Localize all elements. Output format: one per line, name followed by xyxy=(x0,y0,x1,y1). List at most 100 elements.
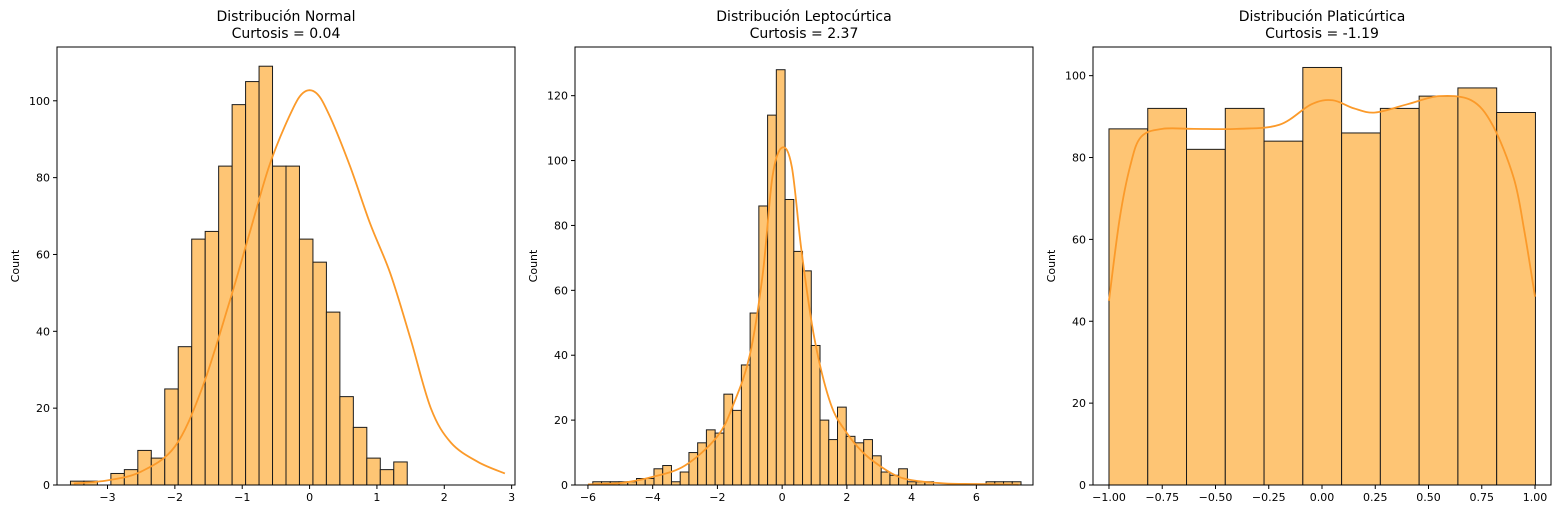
histogram-bar xyxy=(819,419,830,486)
y-tick-label: 40 xyxy=(554,349,568,362)
histogram-bar xyxy=(245,81,260,486)
y-tick-label: 120 xyxy=(547,90,568,103)
histogram-bar xyxy=(810,344,821,486)
histogram-bar xyxy=(749,312,760,486)
histogram-bar xyxy=(298,238,314,486)
x-tick-label: 1.00 xyxy=(1523,491,1548,504)
histogram-bar xyxy=(1496,112,1536,486)
histogram-bar xyxy=(775,69,786,486)
x-tick-label: −2 xyxy=(709,491,725,504)
y-tick-label: 100 xyxy=(547,155,568,168)
histogram-bar xyxy=(802,270,812,486)
histogram-bar xyxy=(679,471,690,486)
x-tick-label: −3 xyxy=(99,491,115,504)
x-tick-label: −6 xyxy=(580,491,596,504)
histogram-bar xyxy=(845,435,856,486)
histogram-bar xyxy=(366,457,381,486)
y-tick-label: 0 xyxy=(43,479,50,492)
histogram-bar xyxy=(1341,132,1381,486)
x-tick-label: −0.25 xyxy=(1252,491,1286,504)
histogram-bar xyxy=(352,426,368,486)
x-tick-label: −0.75 xyxy=(1145,491,1179,504)
histogram-bar xyxy=(1379,107,1420,486)
histogram-bar xyxy=(828,439,839,486)
kde-curve xyxy=(587,146,1019,486)
histogram-bar xyxy=(218,165,233,486)
histogram-bar xyxy=(1147,107,1188,486)
histogram-bar xyxy=(1302,66,1343,486)
chart-panel-1: −3 −2 −1 0 1 2 3 0 20 40 60 80 100 Count Distribución … xyxy=(9,9,516,504)
chart-title: Distribución Platicúrtica xyxy=(1239,9,1406,25)
histogram-bar xyxy=(1263,140,1304,486)
plot-frame xyxy=(574,46,1034,486)
chart-title: Distribución Normal xyxy=(217,9,356,25)
x-tick-label: 0 xyxy=(779,491,786,504)
x-tick-label: 0 xyxy=(306,491,313,504)
y-tick-label: 100 xyxy=(1065,70,1086,83)
histogram-bar xyxy=(644,478,655,486)
y-tick-label: 80 xyxy=(1072,152,1086,165)
y-tick-label: 60 xyxy=(1072,233,1086,246)
chart-subtitle: Curtosis = 2.37 xyxy=(750,26,859,42)
histogram-bar xyxy=(714,432,725,486)
histogram-bar xyxy=(784,198,795,486)
x-tick-label: 0.00 xyxy=(1310,491,1335,504)
histogram-bar xyxy=(393,461,408,486)
y-tick-label: 40 xyxy=(1072,315,1086,328)
histogram-bar xyxy=(1457,87,1498,486)
x-tick-label: −4 xyxy=(645,491,661,504)
x-tick-label: 0.25 xyxy=(1363,491,1388,504)
histogram-bar xyxy=(871,455,882,486)
y-tick-label: 20 xyxy=(36,402,50,415)
histogram-bar xyxy=(1186,148,1226,486)
y-tick-label: 60 xyxy=(554,284,568,297)
histogram-bar xyxy=(767,114,777,486)
y-tick-label: 0 xyxy=(1079,479,1086,492)
histogram-bar xyxy=(837,406,847,486)
histogram-bar xyxy=(258,65,274,486)
histogram-bar xyxy=(191,238,206,486)
plot-frame xyxy=(56,46,516,486)
histogram-bar xyxy=(379,469,395,486)
histogram-bar xyxy=(339,396,354,486)
chart-subtitle: Curtosis = 0.04 xyxy=(232,26,341,42)
histogram-bar xyxy=(231,104,247,486)
x-tick-label: −1.00 xyxy=(1092,491,1126,504)
y-tick-label: 80 xyxy=(36,172,50,185)
y-tick-label: 100 xyxy=(29,95,50,108)
chart-title: Distribución Leptocúrtica xyxy=(716,9,891,25)
histogram-bar xyxy=(325,311,341,486)
kde-curve xyxy=(1108,94,1536,301)
y-tick-label: 20 xyxy=(554,414,568,427)
y-tick-label: 60 xyxy=(36,248,50,261)
y-tick-label: 40 xyxy=(36,325,50,338)
x-tick-label: −1 xyxy=(234,491,250,504)
x-tick-label: 3 xyxy=(508,491,515,504)
histogram-bar xyxy=(1418,95,1459,486)
histogram-bar xyxy=(285,165,300,486)
histogram-bar xyxy=(1108,128,1149,486)
x-tick-label: −0.50 xyxy=(1199,491,1233,504)
histogram-bar xyxy=(863,439,873,486)
x-tick-label: 6 xyxy=(973,491,980,504)
histogram-bar xyxy=(793,250,804,486)
histogram-bar xyxy=(662,465,672,486)
x-tick-label: 1 xyxy=(373,491,380,504)
histogram-bar xyxy=(177,346,193,486)
histogram-bar xyxy=(732,409,742,486)
y-axis-label: Count xyxy=(1045,249,1058,282)
chart-subtitle: Curtosis = -1.19 xyxy=(1265,26,1379,42)
y-axis-label: Count xyxy=(527,249,540,282)
kde-curve xyxy=(73,89,506,485)
x-tick-label: −2 xyxy=(167,491,183,504)
x-tick-label: 2 xyxy=(441,491,448,504)
histogram-bar xyxy=(705,429,716,486)
histogram-bar xyxy=(880,471,891,486)
x-tick-label: 2 xyxy=(843,491,850,504)
chart-panel-3: −1.00 −0.75 −0.50 −0.25 0.00 0.25 0.50 0.75 1.00… xyxy=(1045,9,1552,504)
histogram-bar xyxy=(272,165,287,486)
histogram-bar xyxy=(740,364,751,486)
histogram-bar xyxy=(312,261,327,486)
y-tick-label: 20 xyxy=(1072,397,1086,410)
